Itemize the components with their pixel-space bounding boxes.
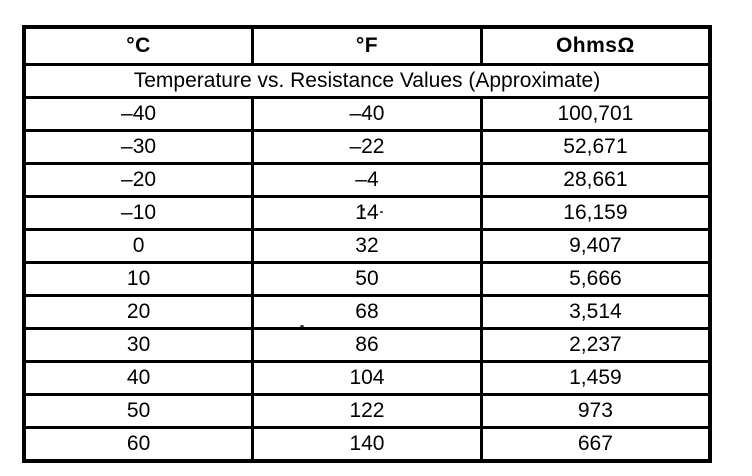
table-row: –20 –4 28,661 [22,162,712,198]
ohms-cell: 28,661 [479,162,712,198]
celsius-cell: 40 [22,360,255,396]
fahrenheit-cell: 140 [251,426,483,463]
celsius-cell: 0 [22,228,255,264]
fahrenheit-cell: –22 [251,129,483,165]
scan-speck [362,208,365,211]
table-row: 40 104 1,459 [22,360,712,396]
table-row: 50 122 973 [22,393,712,429]
ohms-cell: 2,237 [479,327,712,363]
scan-speck [380,211,383,213]
table-title: Temperature vs. Resistance Values (Appro… [22,63,712,99]
column-header-ohms: OhmsΩ [479,25,712,66]
celsius-cell: 20 [22,294,255,330]
table-row: 10 50 5,666 [22,261,712,297]
celsius-cell: 50 [22,393,255,429]
ohms-cell: 973 [479,393,712,429]
fahrenheit-cell: 86 [251,327,483,363]
fahrenheit-cell: 50 [251,261,483,297]
ohms-cell: 16,159 [479,195,712,231]
column-header-celsius: °C [22,25,255,66]
ohms-cell: 1,459 [479,360,712,396]
celsius-cell: –20 [22,162,255,198]
header-row: °C °F OhmsΩ [22,25,712,66]
fahrenheit-cell: 122 [251,393,483,429]
celsius-cell: –40 [22,96,255,132]
celsius-cell: 10 [22,261,255,297]
fahrenheit-cell: 14 [251,195,483,231]
celsius-cell: –30 [22,129,255,165]
fahrenheit-cell: –4 [251,162,483,198]
table-head: °C °F OhmsΩ Temperature vs. Resistance V… [22,25,712,99]
table-row: –10 14 16,159 [22,195,712,231]
temperature-resistance-table: °C °F OhmsΩ Temperature vs. Resistance V… [22,25,712,463]
title-row: Temperature vs. Resistance Values (Appro… [22,63,712,99]
column-header-fahrenheit: °F [251,25,483,66]
table-body: –40 –40 100,701 –30 –22 52,671 –20 –4 28,661 –10 1… [22,96,712,463]
table-row: –30 –22 52,671 [22,129,712,165]
fahrenheit-cell: –40 [251,96,483,132]
ohms-cell: 5,666 [479,261,712,297]
fahrenheit-cell: 104 [251,360,483,396]
table-row: –40 –40 100,701 [22,96,712,132]
table-row: 20 68 3,514 [22,294,712,330]
ohms-cell: 667 [479,426,712,463]
ohms-cell: 3,514 [479,294,712,330]
fahrenheit-cell: 68 [251,294,483,330]
table-row: 60 140 667 [22,426,712,463]
celsius-cell: 30 [22,327,255,363]
ohms-cell: 9,407 [479,228,712,264]
fahrenheit-cell: 32 [251,228,483,264]
table-row: 30 86 2,237 [22,327,712,363]
scan-speck [300,325,304,327]
celsius-cell: –10 [22,195,255,231]
temperature-resistance-table-container: °C °F OhmsΩ Temperature vs. Resistance V… [22,25,712,463]
ohms-cell: 100,701 [479,96,712,132]
celsius-cell: 60 [22,426,255,463]
table-row: 0 32 9,407 [22,228,712,264]
ohms-cell: 52,671 [479,129,712,165]
